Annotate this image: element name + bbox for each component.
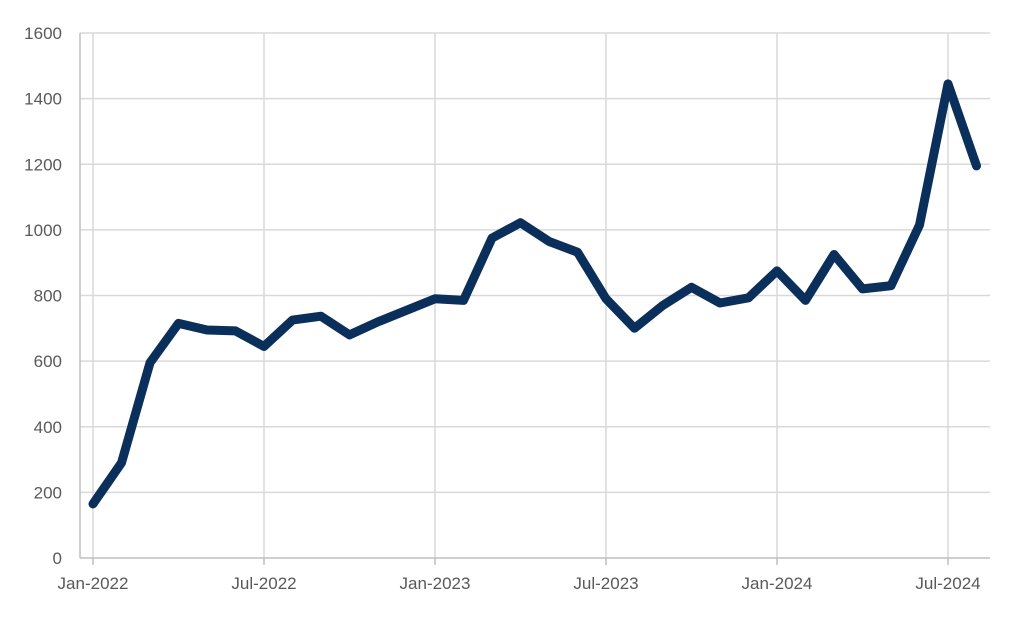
x-tick-label: Jan-2024 — [742, 574, 813, 593]
y-tick-label: 600 — [34, 352, 62, 371]
x-tick-labels: Jan-2022 Jul-2022 Jan-2023 Jul-2023 Jan-2024… — [58, 574, 981, 593]
y-tick-label: 1600 — [24, 24, 62, 43]
series — [88, 79, 981, 509]
y-tick-label: 0 — [53, 549, 62, 568]
y-tick-label: 400 — [34, 418, 62, 437]
x-tick-label: Jan-2022 — [58, 574, 129, 593]
grid — [80, 32, 990, 558]
y-tick-labels: 0 200 400 600 800 1000 1200 1400 1600 — [24, 24, 62, 568]
y-tick-label: 1400 — [24, 90, 62, 109]
x-tick-label: Jul-2022 — [231, 574, 296, 593]
axes — [79, 33, 990, 565]
x-tick-label: Jan-2023 — [400, 574, 471, 593]
y-tick-label: 200 — [34, 483, 62, 502]
series-line — [88, 79, 981, 509]
y-tick-label: 1000 — [24, 221, 62, 240]
y-tick-label: 800 — [34, 287, 62, 306]
y-tick-label: 1200 — [24, 155, 62, 174]
x-tick-label: Jul-2023 — [573, 574, 638, 593]
x-tick-label: Jul-2024 — [915, 574, 980, 593]
